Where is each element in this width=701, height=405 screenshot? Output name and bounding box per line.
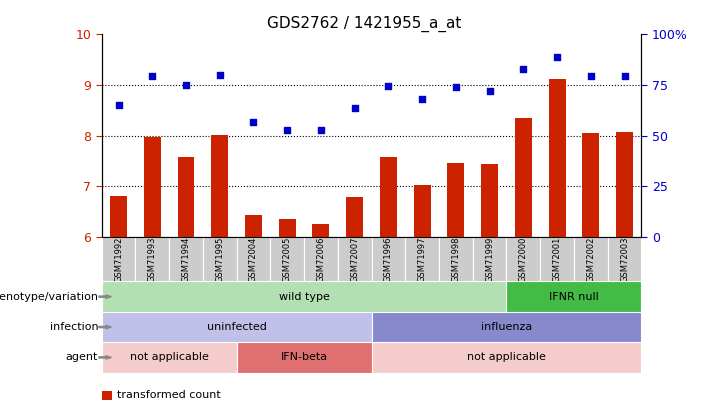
Text: GSM71998: GSM71998 <box>451 237 461 282</box>
Text: genotype/variation: genotype/variation <box>0 292 98 302</box>
Bar <box>102 342 237 373</box>
Text: GSM71996: GSM71996 <box>384 237 393 282</box>
Bar <box>507 281 641 312</box>
Bar <box>439 237 472 281</box>
Text: wild type: wild type <box>278 292 329 302</box>
Point <box>518 66 529 72</box>
Point <box>315 126 327 133</box>
Bar <box>338 237 372 281</box>
Bar <box>169 237 203 281</box>
Bar <box>245 215 262 237</box>
Text: GSM71994: GSM71994 <box>182 237 191 282</box>
Bar <box>237 342 372 373</box>
Point <box>552 54 563 60</box>
Bar <box>616 132 633 237</box>
Bar <box>135 237 169 281</box>
Bar <box>102 281 507 312</box>
Text: not applicable: not applicable <box>130 352 209 362</box>
Text: influenza: influenza <box>481 322 532 332</box>
Bar <box>608 237 641 281</box>
Text: GSM72002: GSM72002 <box>586 237 595 282</box>
Bar <box>372 312 641 342</box>
Point <box>450 83 461 90</box>
Bar <box>203 237 237 281</box>
Point <box>147 73 158 79</box>
Bar <box>380 157 397 237</box>
Text: GSM72006: GSM72006 <box>316 237 325 282</box>
Text: IFNR null: IFNR null <box>549 292 599 302</box>
Text: GSM71993: GSM71993 <box>148 237 157 282</box>
Bar <box>279 219 296 237</box>
Bar <box>507 237 540 281</box>
Text: GDS2762 / 1421955_a_at: GDS2762 / 1421955_a_at <box>267 16 462 32</box>
Point <box>214 72 225 78</box>
Bar <box>405 237 439 281</box>
Bar <box>372 237 405 281</box>
Bar <box>574 237 608 281</box>
Point <box>282 126 293 133</box>
Text: GSM72000: GSM72000 <box>519 237 528 282</box>
Bar <box>177 157 194 237</box>
Text: not applicable: not applicable <box>467 352 546 362</box>
Bar <box>144 137 161 237</box>
Bar <box>346 198 363 237</box>
Bar <box>481 164 498 237</box>
Bar <box>540 237 574 281</box>
Bar <box>472 237 507 281</box>
Text: agent: agent <box>66 352 98 362</box>
Text: uninfected: uninfected <box>207 322 266 332</box>
Point <box>619 73 630 79</box>
Bar <box>447 163 464 237</box>
Text: GSM72004: GSM72004 <box>249 237 258 282</box>
Bar <box>304 237 338 281</box>
Text: GSM71997: GSM71997 <box>418 237 427 282</box>
Text: GSM71999: GSM71999 <box>485 237 494 282</box>
Text: GSM72007: GSM72007 <box>350 237 359 282</box>
Bar <box>414 185 430 237</box>
Point <box>349 104 360 111</box>
Text: GSM71992: GSM71992 <box>114 237 123 282</box>
Point <box>180 82 191 88</box>
Bar <box>271 237 304 281</box>
Bar <box>237 237 271 281</box>
Bar <box>211 134 228 237</box>
Bar <box>515 118 532 237</box>
Text: transformed count: transformed count <box>117 390 221 400</box>
Bar <box>583 133 599 237</box>
Bar <box>313 224 329 237</box>
Bar <box>549 79 566 237</box>
Text: GSM72005: GSM72005 <box>283 237 292 282</box>
Text: GSM72003: GSM72003 <box>620 237 629 282</box>
Point <box>383 83 394 90</box>
Bar <box>102 312 372 342</box>
Text: IFN-beta: IFN-beta <box>280 352 327 362</box>
Bar <box>110 196 127 237</box>
Point <box>248 118 259 125</box>
Point <box>416 96 428 102</box>
Bar <box>372 342 641 373</box>
Point <box>585 73 597 79</box>
Text: GSM72001: GSM72001 <box>552 237 562 282</box>
Point <box>484 88 495 94</box>
Bar <box>102 237 135 281</box>
Point <box>113 102 124 109</box>
Text: GSM71995: GSM71995 <box>215 237 224 282</box>
Text: infection: infection <box>50 322 98 332</box>
